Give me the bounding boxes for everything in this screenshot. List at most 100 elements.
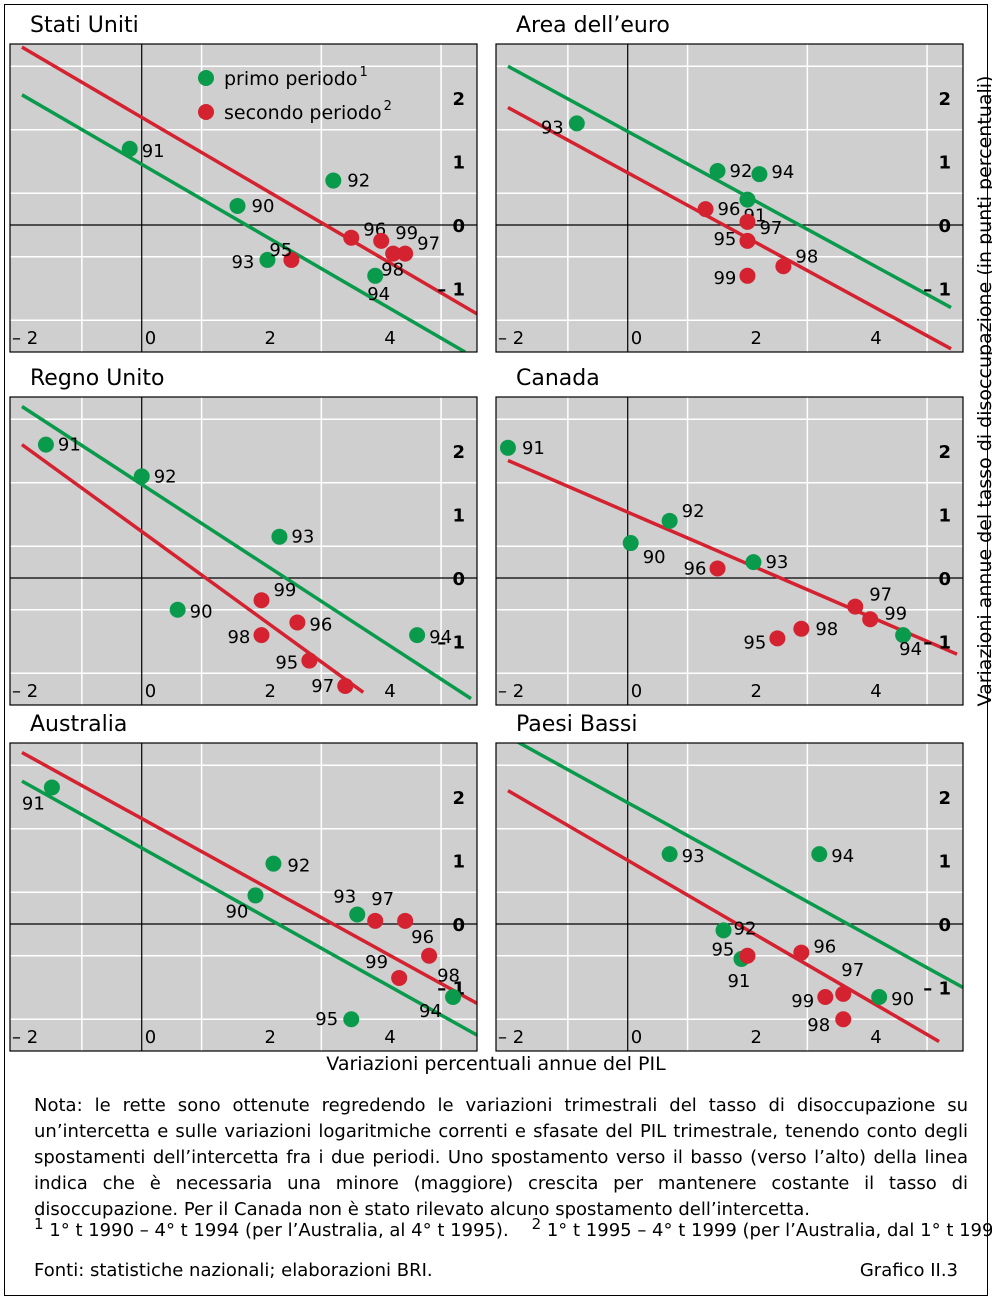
y-tick-label: 1 [452, 505, 465, 526]
y-tick-label: 1 [452, 851, 465, 872]
x-tick-label: – 2 [498, 1027, 524, 1048]
plot-border [9, 742, 478, 1052]
x-tick-label: 4 [384, 328, 395, 349]
point-label: 94 [899, 639, 922, 660]
y-tick-label: 2 [452, 788, 465, 809]
point-label: 92 [287, 856, 310, 877]
data-point [862, 611, 879, 628]
x-tick-label: 2 [264, 681, 275, 702]
y-axis-label: Variazioni annue del tasso di disoccupaz… [974, 75, 992, 707]
plot-border [9, 43, 478, 353]
data-point [283, 251, 300, 268]
point-label: 97 [311, 676, 334, 697]
point-label: 94 [831, 846, 854, 867]
data-point [739, 213, 756, 230]
point-label: 92 [682, 501, 705, 522]
point-label: 93 [682, 846, 705, 867]
data-point [895, 627, 912, 644]
data-point [409, 627, 426, 644]
regression-line-first [21, 93, 466, 352]
panel-title: Area dell’euro [516, 13, 670, 38]
data-point [445, 989, 462, 1006]
data-point [397, 912, 414, 929]
regression-line-second [21, 750, 477, 1005]
x-tick-label: 0 [631, 328, 642, 349]
y-tick-label: 0 [938, 569, 951, 590]
point-label: 96 [813, 937, 836, 958]
point-label: 94 [771, 162, 794, 183]
footnote2-mark: 2 [531, 1215, 542, 1233]
point-label: 98 [815, 619, 838, 640]
data-point [697, 201, 714, 218]
data-point [568, 115, 585, 132]
data-point [835, 985, 852, 1002]
point-label: 90 [643, 547, 666, 568]
x-tick-label: 4 [870, 1027, 881, 1048]
regression-line-second [20, 443, 365, 694]
point-label: 99 [395, 223, 418, 244]
point-label: 98 [795, 246, 818, 267]
data-point [871, 989, 888, 1006]
panel-title: Australia [30, 712, 128, 737]
point-label: 99 [273, 580, 296, 601]
data-point [847, 598, 864, 615]
point-label: 99 [884, 603, 907, 624]
regression-line-second [21, 45, 477, 316]
data-point [622, 535, 639, 552]
data-point [385, 245, 402, 262]
data-point [343, 1011, 360, 1028]
point-label: 96 [718, 199, 741, 220]
data-point [775, 258, 792, 275]
regression-line-first [515, 743, 963, 990]
point-label: 98 [437, 966, 460, 987]
point-label: 98 [807, 1015, 830, 1036]
y-tick-label: 1 [452, 152, 465, 173]
point-label: 95 [275, 653, 298, 674]
x-tick-label: – 2 [12, 1027, 38, 1048]
data-point [709, 560, 726, 577]
data-point [739, 947, 756, 964]
x-tick-label: – 2 [498, 328, 524, 349]
point-label: 91 [522, 438, 545, 459]
point-label: 95 [743, 632, 766, 653]
legend-sup: 2 [384, 99, 392, 114]
y-tick-label: 0 [452, 216, 465, 237]
x-axis-label: Variazioni percentuali annue del PIL [326, 1053, 666, 1075]
x-tick-label: 0 [631, 681, 642, 702]
point-label: 98 [227, 627, 250, 648]
y-tick-label: 2 [452, 442, 465, 463]
point-label: 90 [252, 196, 275, 217]
data-point [301, 652, 318, 669]
data-point [793, 620, 810, 637]
point-label: 94 [419, 1001, 442, 1022]
point-label: 90 [891, 989, 914, 1010]
x-tick-label: 4 [870, 681, 881, 702]
data-point [397, 245, 414, 262]
point-label: 93 [231, 252, 254, 273]
data-point [739, 267, 756, 284]
y-tick-label: 0 [452, 915, 465, 936]
point-label: 96 [309, 614, 332, 635]
y-tick-label: 1 [938, 505, 951, 526]
data-point [253, 592, 270, 609]
point-label: 90 [190, 602, 213, 623]
data-point [289, 614, 306, 631]
y-tick-label: 0 [938, 216, 951, 237]
point-label: 99 [365, 952, 388, 973]
data-point [739, 232, 756, 249]
x-tick-label: 2 [750, 1027, 761, 1048]
panel-title: Canada [516, 366, 600, 391]
point-label: 96 [411, 927, 434, 948]
regression-line-first [21, 779, 477, 1037]
data-point [259, 251, 276, 268]
panel-title: Regno Unito [30, 366, 165, 391]
data-point [247, 887, 264, 904]
x-tick-label: – 2 [12, 681, 38, 702]
plot-border [495, 742, 964, 1052]
point-label: 91 [58, 435, 81, 456]
y-tick-label: – 1 [923, 632, 951, 653]
x-tick-label: 0 [145, 328, 156, 349]
